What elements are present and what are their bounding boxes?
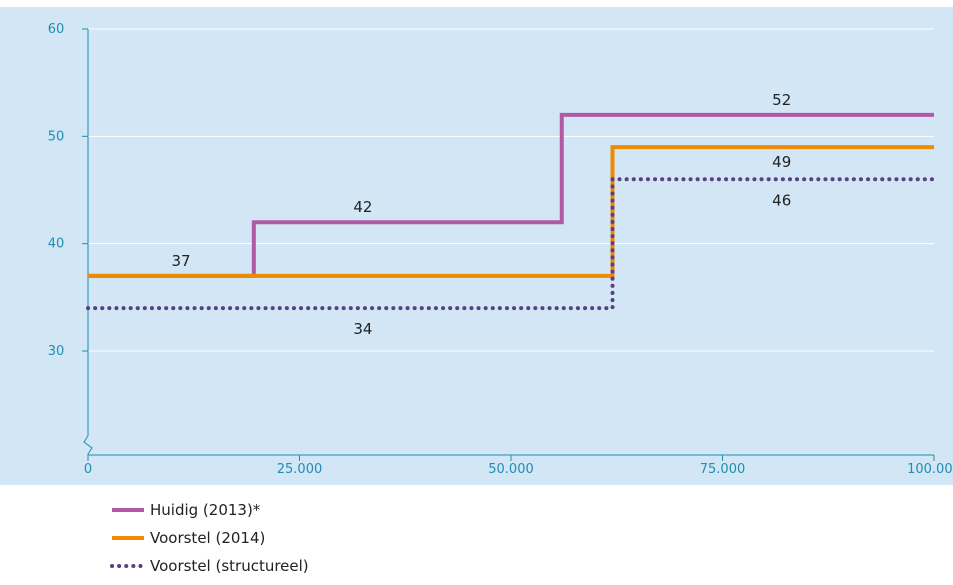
gridlines (88, 28, 934, 352)
tick-labels: 30 40 50 60 0 25.000 50.000 75.000 100.000 (48, 22, 953, 477)
plot-background (0, 7, 953, 485)
data-label: 42 (353, 198, 372, 216)
axis-break-mark (83, 435, 93, 455)
data-label: 49 (772, 153, 791, 171)
legend: Huidig (2013)* Voorstel (2014) Voorstel (s… (110, 501, 309, 575)
y-tick-label: 30 (48, 344, 65, 359)
series-line-2 (86, 177, 936, 311)
x-tick-label: 25.000 (277, 462, 323, 477)
x-tick-label: 50.000 (488, 462, 534, 477)
series-lines (86, 112, 936, 311)
legend-label: Voorstel (2014) (150, 529, 265, 547)
legend-label: Huidig (2013)* (150, 501, 261, 519)
x-tick-label: 75.000 (700, 462, 746, 477)
data-label: 37 (172, 252, 191, 270)
axes (82, 28, 935, 461)
x-tick-label: 100.000 (907, 462, 953, 477)
data-label: 52 (772, 91, 791, 109)
x-tick-label: 0 (84, 462, 92, 477)
y-tick-label: 60 (48, 22, 65, 37)
data-label: 34 (353, 320, 372, 338)
data-label: 46 (772, 191, 791, 209)
y-tick-label: 50 (48, 129, 65, 144)
series-line-1 (88, 145, 934, 278)
y-tick-label: 40 (48, 237, 65, 252)
data-labels: 37 42 52 49 46 34 (172, 91, 792, 338)
legend-label: Voorstel (structureel) (150, 557, 309, 575)
